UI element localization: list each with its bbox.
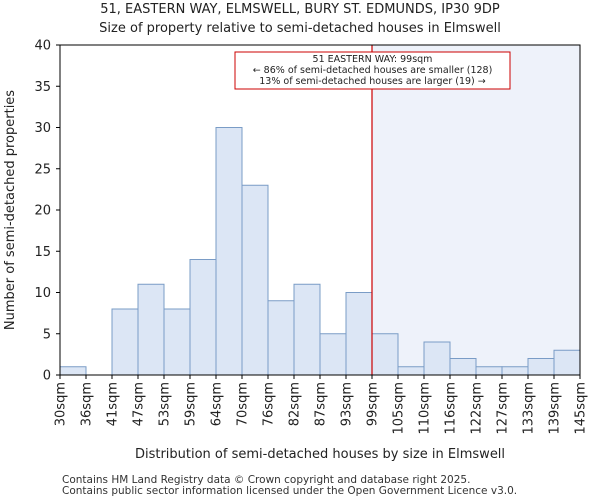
x-tick-label-93sqm: 93sqm — [340, 382, 355, 426]
x-tick-label-53sqm: 53sqm — [158, 382, 173, 426]
bar-127sqm — [501, 366, 529, 376]
y-tick-label-35: 35 — [34, 80, 51, 95]
x-tick-label-139sqm: 139sqm — [548, 382, 563, 435]
x-tick-label-41sqm: 41sqm — [106, 382, 121, 426]
footer-copyright: Contains HM Land Registry data © Crown c… — [62, 474, 471, 486]
x-tick-label-30sqm: 30sqm — [54, 382, 69, 426]
x-tick-label-64sqm: 64sqm — [210, 382, 225, 426]
bar-93sqm — [345, 292, 373, 376]
x-tick-label-70sqm: 70sqm — [236, 382, 251, 426]
y-tick-label-25: 25 — [34, 162, 51, 177]
bar-59sqm — [189, 259, 217, 376]
x-tick-label-110sqm: 110sqm — [418, 382, 433, 435]
bar-122sqm — [475, 366, 503, 376]
y-tick-label-30: 30 — [34, 121, 51, 136]
x-tick-label-99sqm: 99sqm — [366, 382, 381, 426]
y-tick-label-5: 5 — [43, 327, 51, 342]
bar-116sqm — [449, 358, 477, 376]
x-axis-label: Distribution of semi-detached houses by … — [135, 447, 505, 462]
bar-82sqm — [293, 283, 321, 376]
x-tick-label-36sqm: 36sqm — [80, 382, 95, 426]
annotation-line-2: ← 86% of semi-detached houses are smalle… — [253, 65, 493, 76]
y-tick-label-0: 0 — [43, 369, 51, 384]
annotation-line-1: 51 EASTERN WAY: 99sqm — [313, 54, 433, 65]
bar-76sqm — [267, 300, 295, 376]
annotation-box — [234, 51, 511, 90]
x-tick-label-47sqm: 47sqm — [132, 382, 147, 426]
chart-title: 51, EASTERN WAY, ELMSWELL, BURY ST. EDMU… — [100, 2, 500, 17]
y-tick-label-15: 15 — [34, 245, 51, 260]
chart-subtitle: Size of property relative to semi-detach… — [99, 21, 501, 36]
bar-99sqm — [371, 333, 399, 376]
x-tick-label-127sqm: 127sqm — [496, 382, 511, 435]
bar-133sqm — [527, 358, 555, 376]
bar-64sqm — [215, 127, 243, 376]
x-tick-label-133sqm: 133sqm — [522, 382, 537, 435]
y-tick-label-40: 40 — [34, 39, 51, 54]
x-tick-label-122sqm: 122sqm — [470, 382, 485, 435]
footer-licence: Contains public sector information licen… — [62, 485, 518, 497]
bar-139sqm — [553, 349, 581, 376]
bar-47sqm — [137, 283, 165, 376]
y-axis-label: Number of semi-detached properties — [3, 90, 18, 330]
x-tick-label-145sqm: 145sqm — [574, 382, 589, 435]
x-tick-label-82sqm: 82sqm — [288, 382, 303, 426]
bar-30sqm — [59, 366, 87, 376]
annotation-line-3: 13% of semi-detached houses are larger (… — [259, 76, 486, 87]
x-tick-label-76sqm: 76sqm — [262, 382, 277, 426]
bar-87sqm — [319, 333, 347, 376]
y-tick-label-20: 20 — [34, 204, 51, 219]
bar-53sqm — [163, 308, 191, 376]
y-tick-label-10: 10 — [34, 286, 51, 301]
x-tick-label-105sqm: 105sqm — [392, 382, 407, 435]
bar-110sqm — [423, 341, 451, 376]
bar-105sqm — [397, 366, 425, 376]
x-tick-label-59sqm: 59sqm — [184, 382, 199, 426]
bar-41sqm — [111, 308, 139, 376]
bar-70sqm — [241, 184, 269, 376]
highlight-region — [372, 45, 580, 375]
x-tick-label-87sqm: 87sqm — [314, 382, 329, 426]
x-tick-label-116sqm: 116sqm — [444, 382, 459, 435]
